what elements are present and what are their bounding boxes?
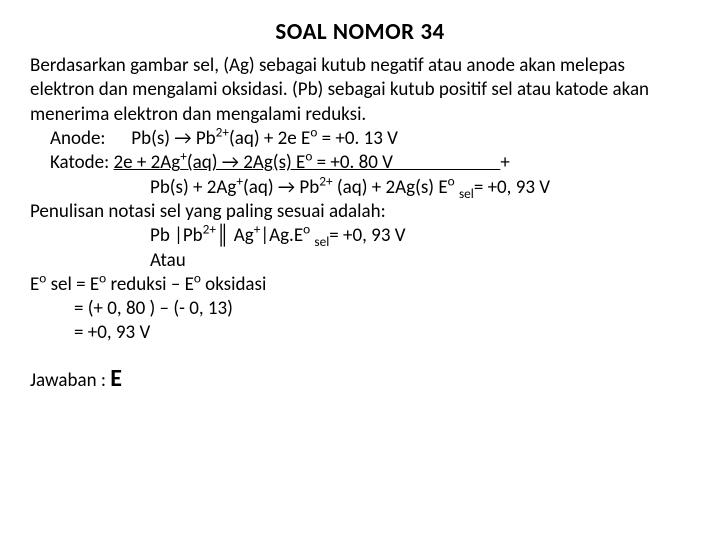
- anode-line: Anode: Pb(s) → Pb2+(aq) + 2e Eo = +0. 13…: [30, 127, 690, 151]
- explanation-body: Berdasarkan gambar sel, (Ag) sebagai kut…: [30, 54, 690, 346]
- question-title: SOAL NOMOR 34: [30, 18, 690, 46]
- sum-line: Pb(s) + 2Ag+(aq) → Pb2+ (aq) + 2Ag(s) Eo…: [30, 176, 690, 200]
- answer-label: Jawaban :: [30, 369, 110, 392]
- paragraph-2: Penulisan notasi sel yang paling sesuai …: [30, 200, 690, 224]
- notasi-line: Pb |Pb2+║ Ag+|Ag.Eo sel= +0, 93 V: [30, 224, 690, 248]
- paragraph-1: Berdasarkan gambar sel, (Ag) sebagai kut…: [30, 54, 690, 127]
- calc-line-2: = (+ 0, 80 ) – (- 0, 13): [30, 297, 690, 321]
- katode-line: Katode: 2e + 2Ag+(aq) → 2Ag(s) Eo = +0. …: [30, 151, 690, 175]
- answer-value: E: [110, 364, 122, 393]
- answer-line: Jawaban : E: [30, 364, 690, 393]
- atau-line: Atau: [30, 249, 690, 273]
- calc-line-3: = +0, 93 V: [30, 321, 690, 345]
- calc-line-1: Eo sel = Eo reduksi – Eo oksidasi: [30, 273, 690, 297]
